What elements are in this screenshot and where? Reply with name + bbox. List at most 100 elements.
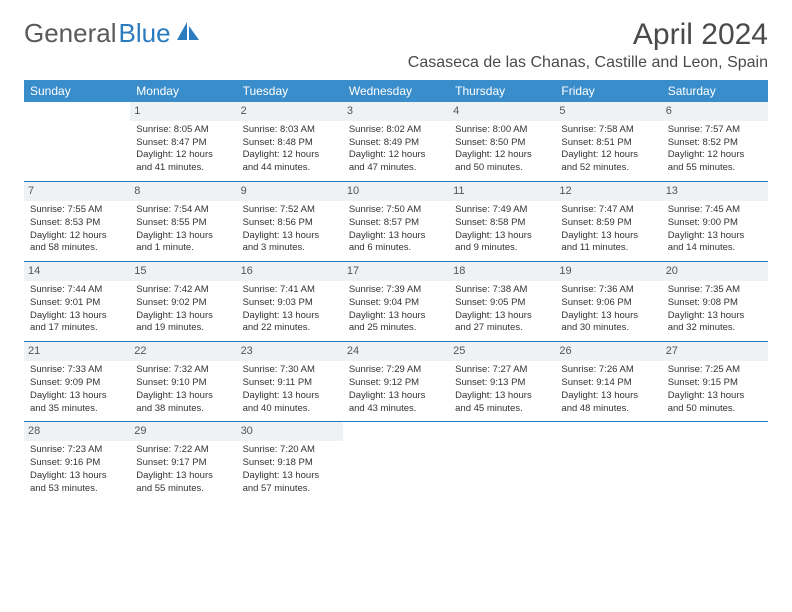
weekday-header: Wednesday [343,80,449,102]
sunset-text: Sunset: 9:02 PM [136,297,230,310]
calendar-cell: 24Sunrise: 7:29 AMSunset: 9:12 PMDayligh… [343,342,449,422]
sunset-text: Sunset: 8:53 PM [30,217,124,230]
daylight-text: Daylight: 12 hours and 50 minutes. [455,149,549,175]
calendar-cell: 8Sunrise: 7:54 AMSunset: 8:55 PMDaylight… [130,182,236,262]
calendar-cell [343,422,449,502]
sunset-text: Sunset: 8:50 PM [455,137,549,150]
day-number: 17 [343,262,449,281]
sunset-text: Sunset: 8:58 PM [455,217,549,230]
page-header: GeneralBlue April 2024 Casaseca de las C… [24,18,768,72]
sunrise-text: Sunrise: 8:03 AM [243,124,337,137]
daylight-text: Daylight: 13 hours and 43 minutes. [349,390,443,416]
sunset-text: Sunset: 9:01 PM [30,297,124,310]
calendar-cell: 27Sunrise: 7:25 AMSunset: 9:15 PMDayligh… [662,342,768,422]
day-number: 27 [662,342,768,361]
sunrise-text: Sunrise: 7:41 AM [243,284,337,297]
calendar-cell: 10Sunrise: 7:50 AMSunset: 8:57 PMDayligh… [343,182,449,262]
day-number: 3 [343,102,449,121]
daylight-text: Daylight: 13 hours and 1 minute. [136,230,230,256]
day-number: 7 [24,182,130,201]
sunrise-text: Sunrise: 8:00 AM [455,124,549,137]
sunrise-text: Sunrise: 7:26 AM [561,364,655,377]
calendar-cell: 15Sunrise: 7:42 AMSunset: 9:02 PMDayligh… [130,262,236,342]
sunset-text: Sunset: 8:49 PM [349,137,443,150]
sunrise-text: Sunrise: 7:27 AM [455,364,549,377]
daylight-text: Daylight: 13 hours and 30 minutes. [561,310,655,336]
sunrise-text: Sunrise: 7:20 AM [243,444,337,457]
weekday-header: Saturday [662,80,768,102]
calendar-cell: 11Sunrise: 7:49 AMSunset: 8:58 PMDayligh… [449,182,555,262]
calendar-cell: 30Sunrise: 7:20 AMSunset: 9:18 PMDayligh… [237,422,343,502]
calendar-cell: 21Sunrise: 7:33 AMSunset: 9:09 PMDayligh… [24,342,130,422]
daylight-text: Daylight: 13 hours and 38 minutes. [136,390,230,416]
location-subtitle: Casaseca de las Chanas, Castille and Leo… [408,54,768,72]
calendar-cell: 6Sunrise: 7:57 AMSunset: 8:52 PMDaylight… [662,102,768,182]
sunrise-text: Sunrise: 7:47 AM [561,204,655,217]
day-number: 30 [237,422,343,441]
sunrise-text: Sunrise: 7:23 AM [30,444,124,457]
sunset-text: Sunset: 9:12 PM [349,377,443,390]
daylight-text: Daylight: 12 hours and 58 minutes. [30,230,124,256]
calendar-cell: 14Sunrise: 7:44 AMSunset: 9:01 PMDayligh… [24,262,130,342]
calendar-week: 14 Sunrise: 7:44 AMSunset: 9:01 PM Dayligh… [24,262,768,342]
sunrise-text: Sunrise: 7:22 AM [136,444,230,457]
sunset-text: Sunset: 9:00 PM [668,217,762,230]
calendar-cell: 25Sunrise: 7:27 AMSunset: 9:13 PMDayligh… [449,342,555,422]
calendar-cell: 23Sunrise: 7:30 AMSunset: 9:11 PMDayligh… [237,342,343,422]
day-number: 4 [449,102,555,121]
calendar-week: 28Sunrise: 7:23 AMSunset: 9:16 PMDayligh… [24,422,768,502]
day-number: 14 [24,262,130,281]
sunrise-text: Sunrise: 7:39 AM [349,284,443,297]
daylight-text: Daylight: 13 hours and 53 minutes. [30,470,124,496]
day-number: 5 [555,102,661,121]
sunrise-text: Sunrise: 7:32 AM [136,364,230,377]
sunrise-text: Sunrise: 8:02 AM [349,124,443,137]
sunset-text: Sunset: 9:14 PM [561,377,655,390]
brand-logo: GeneralBlue [24,18,201,49]
daylight-text: Daylight: 12 hours and 52 minutes. [561,149,655,175]
calendar-cell: 28Sunrise: 7:23 AMSunset: 9:16 PMDayligh… [24,422,130,502]
day-number: 18 [449,262,555,281]
calendar-cell: 20Sunrise: 7:35 AMSunset: 9:08 PMDayligh… [662,262,768,342]
sunset-text: Sunset: 9:03 PM [243,297,337,310]
daylight-text: Daylight: 13 hours and 45 minutes. [455,390,549,416]
sunset-text: Sunset: 9:10 PM [136,377,230,390]
sunrise-text: Sunrise: 7:45 AM [668,204,762,217]
daylight-text: Daylight: 13 hours and 35 minutes. [30,390,124,416]
sunset-text: Sunset: 8:57 PM [349,217,443,230]
sunrise-text: Sunrise: 7:25 AM [668,364,762,377]
day-number: 20 [662,262,768,281]
sunrise-text: Sunrise: 7:44 AM [30,284,124,297]
calendar-cell: 22Sunrise: 7:32 AMSunset: 9:10 PMDayligh… [130,342,236,422]
sunset-text: Sunset: 9:11 PM [243,377,337,390]
sunrise-text: Sunrise: 7:35 AM [668,284,762,297]
calendar-cell: 1Sunrise: 8:05 AMSunset: 8:47 PMDaylight… [130,102,236,182]
calendar-cell: 26Sunrise: 7:26 AMSunset: 9:14 PMDayligh… [555,342,661,422]
calendar-head: SundayMondayTuesdayWednesdayThursdayFrid… [24,80,768,102]
day-number: 8 [130,182,236,201]
weekday-header: Sunday [24,80,130,102]
daylight-text: Daylight: 13 hours and 27 minutes. [455,310,549,336]
calendar-cell: 18Sunrise: 7:38 AMSunset: 9:05 PMDayligh… [449,262,555,342]
brand-part2: Blue [119,18,171,49]
daylight-text: Daylight: 13 hours and 57 minutes. [243,470,337,496]
weekday-header: Tuesday [237,80,343,102]
weekday-header: Thursday [449,80,555,102]
daylight-text: Daylight: 13 hours and 3 minutes. [243,230,337,256]
sunrise-text: Sunrise: 7:50 AM [349,204,443,217]
day-number: 6 [662,102,768,121]
sunset-text: Sunset: 8:59 PM [561,217,655,230]
sunrise-text: Sunrise: 7:42 AM [136,284,230,297]
sunset-text: Sunset: 9:15 PM [668,377,762,390]
sunset-text: Sunset: 9:17 PM [136,457,230,470]
sunset-text: Sunset: 9:04 PM [349,297,443,310]
day-number: 28 [24,422,130,441]
calendar-cell: 7 Sunrise: 7:55 AMSunset: 8:53 PMDaylight… [24,182,130,262]
sunrise-text: Sunrise: 7:30 AM [243,364,337,377]
sunrise-text: Sunrise: 7:55 AM [30,204,124,217]
calendar-cell: 4 Sunrise: 8:00 AMSunset: 8:50 PMDaylight… [449,102,555,182]
day-number: 19 [555,262,661,281]
calendar-cell: 16Sunrise: 7:41 AMSunset: 9:03 PMDayligh… [237,262,343,342]
calendar-cell: 19Sunrise: 7:36 AMSunset: 9:06 PMDayligh… [555,262,661,342]
day-number: 1 [130,102,236,121]
